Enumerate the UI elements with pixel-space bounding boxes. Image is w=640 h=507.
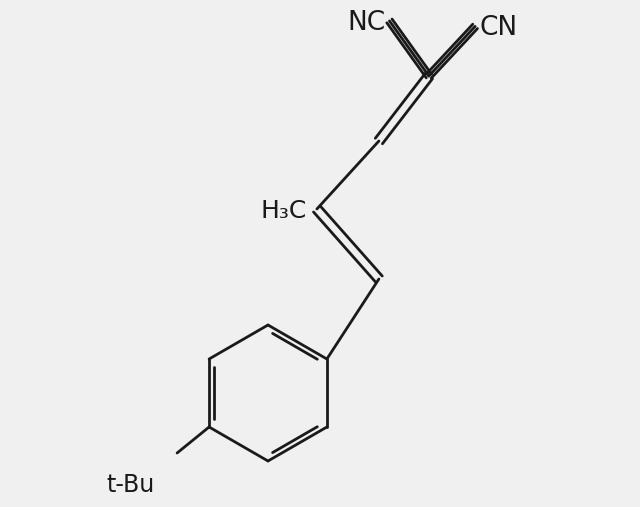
Text: NC: NC — [348, 10, 385, 36]
Text: CN: CN — [479, 15, 517, 42]
Text: t-Bu: t-Bu — [107, 473, 155, 497]
Text: H₃C: H₃C — [260, 199, 307, 223]
